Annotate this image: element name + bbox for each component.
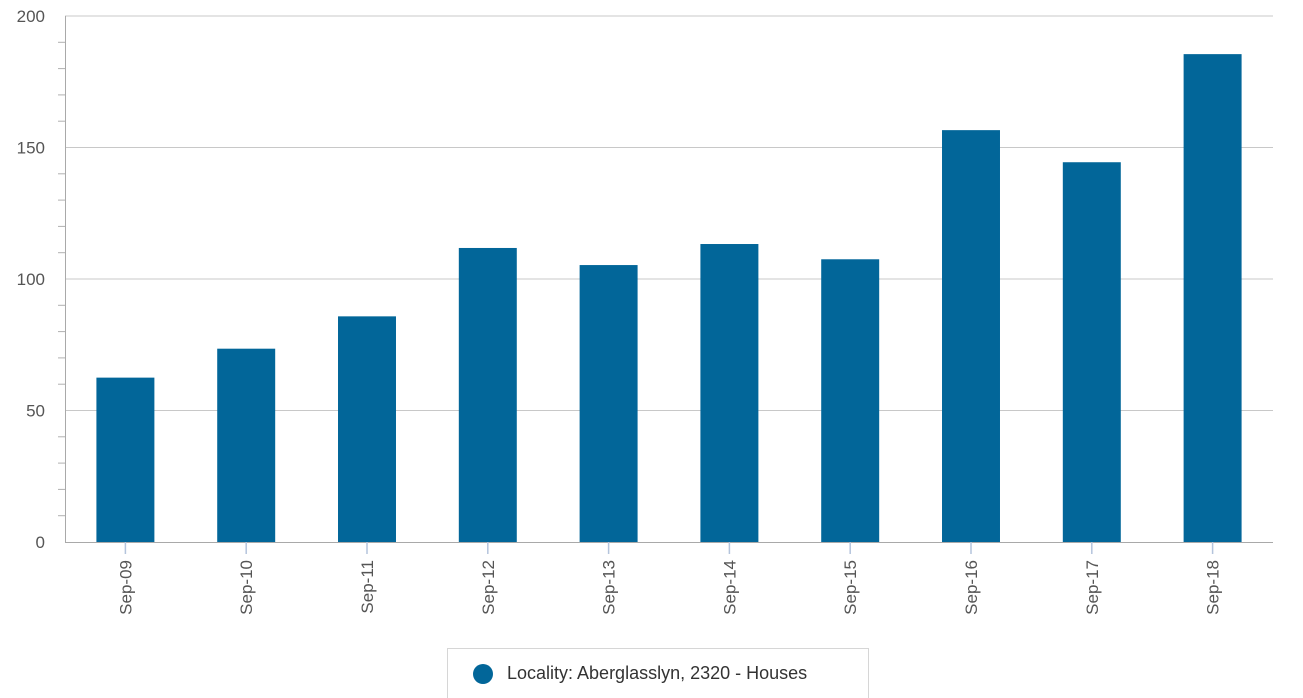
y-tick-label: 150 (17, 139, 45, 158)
legend-swatch-icon (473, 663, 493, 684)
x-tick-label: Sep-10 (237, 560, 256, 615)
y-tick-label: 100 (17, 270, 45, 289)
x-tick-label: Sep-12 (479, 560, 498, 615)
y-tick-label: 200 (17, 7, 45, 26)
bar-sep-09[interactable] (96, 377, 155, 543)
bar-sep-17[interactable] (1062, 162, 1121, 543)
bar-sep-18[interactable] (1183, 54, 1242, 542)
minor-ticks (58, 41, 65, 517)
bar-sep-14[interactable] (700, 244, 759, 542)
x-tick-label: Sep-16 (962, 560, 981, 615)
bar-sep-10[interactable] (217, 348, 276, 542)
bar-sep-11[interactable] (338, 316, 396, 542)
legend-label: Locality: Aberglasslyn, 2320 - Houses (507, 663, 808, 683)
x-tick-label: Sep-13 (600, 560, 619, 615)
x-tick-label: Sep-14 (720, 560, 739, 615)
y-tick-label: 50 (26, 402, 45, 421)
x-tick-label: Sep-17 (1083, 560, 1102, 615)
y-axis-labels: 0 50 100 150 200 (17, 7, 45, 552)
bar-sep-16[interactable] (942, 130, 1000, 542)
x-tick-label: Sep-18 (1204, 560, 1223, 615)
y-tick-label: 0 (36, 533, 45, 552)
bar-sep-13[interactable] (579, 265, 638, 542)
legend[interactable]: Locality: Aberglasslyn, 2320 - Houses (447, 648, 869, 698)
x-tick-label: Sep-11 (358, 560, 377, 614)
x-axis-labels: Sep-09 Sep-10 Sep-11 Sep-12 Sep-13 Sep-14 Sep-… (116, 560, 1222, 615)
bar-sep-12[interactable] (458, 247, 517, 542)
x-tick-label: Sep-09 (116, 560, 135, 615)
bar-sep-15[interactable] (821, 259, 880, 542)
axes (65, 16, 1273, 554)
x-tick-label: Sep-15 (841, 560, 860, 615)
bars (96, 54, 1242, 543)
